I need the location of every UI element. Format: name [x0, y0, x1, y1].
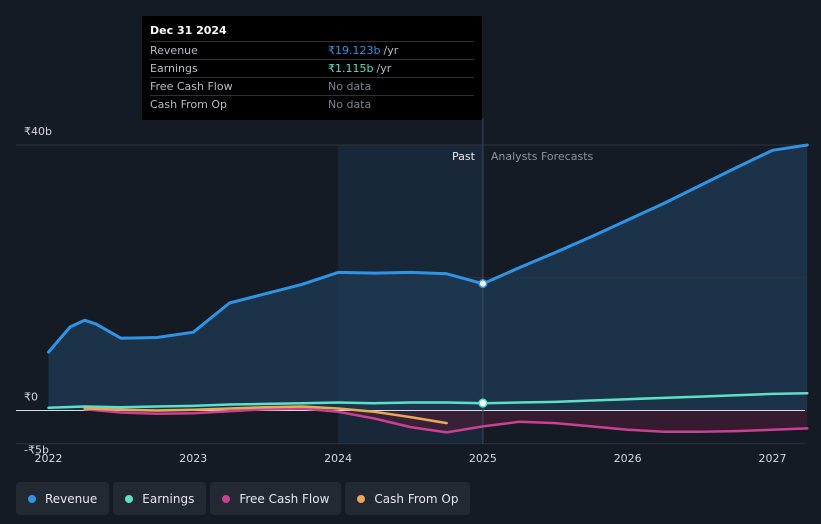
cash-from-op-line	[83, 405, 448, 425]
revenue-line	[47, 143, 809, 354]
legend-dot-icon	[357, 494, 366, 503]
tooltip-row-revenue: Revenue ₹19.123b /yr	[150, 41, 474, 59]
tooltip-label: Revenue	[150, 44, 198, 57]
legend-label: Revenue	[45, 491, 98, 506]
legend: Revenue Earnings Free Cash Flow Cash Fro…	[16, 482, 471, 515]
tooltip: Dec 31 2024 Revenue ₹19.123b /yr Earning…	[142, 16, 482, 120]
legend-dot-icon	[222, 494, 231, 503]
tooltip-value: No data	[328, 80, 372, 93]
x-tick-label: 2023	[179, 452, 207, 465]
past-label: Past	[452, 150, 476, 163]
forecast-label: Analysts Forecasts	[491, 150, 594, 163]
legend-item-earnings[interactable]: Earnings	[113, 482, 207, 515]
legend-label: Earnings	[142, 491, 195, 506]
tooltip-date: Dec 31 2024	[150, 24, 227, 37]
free-cash-flow-line	[83, 407, 809, 434]
x-tick-label: 2026	[614, 452, 642, 465]
tooltip-value: ₹1.115b	[328, 62, 374, 75]
free-cash-flow-area	[84, 410, 808, 433]
legend-item-cash-from-op[interactable]: Cash From Op	[345, 482, 471, 515]
legend-dot-icon	[125, 494, 134, 503]
x-tick-label: 2022	[35, 452, 63, 465]
tooltip-label: Cash From Op	[150, 98, 228, 111]
x-tick-label: 2027	[759, 452, 787, 465]
tooltip-label: Earnings	[150, 62, 198, 75]
y-tick-label: ₹0	[24, 391, 38, 404]
tooltip-row-cash-from-op: Cash From Op No data	[150, 95, 474, 113]
legend-label: Free Cash Flow	[239, 491, 330, 506]
tooltip-label: Free Cash Flow	[150, 80, 233, 93]
tooltip-value: ₹19.123b	[328, 44, 381, 57]
y-tick-label: ₹40b	[24, 125, 52, 138]
revenue-marker	[478, 279, 488, 289]
tooltip-unit: /yr	[376, 62, 392, 75]
legend-item-free-cash-flow[interactable]: Free Cash Flow	[210, 482, 342, 515]
tooltip-row-free-cash-flow: Free Cash Flow No data	[150, 77, 474, 95]
tooltip-row-earnings: Earnings ₹1.115b /yr	[150, 59, 474, 77]
legend-item-revenue[interactable]: Revenue	[16, 482, 110, 515]
tooltip-unit: /yr	[383, 44, 399, 57]
legend-label: Cash From Op	[374, 491, 459, 506]
legend-dot-icon	[28, 494, 36, 503]
x-tick-label: 2025	[469, 452, 497, 465]
tooltip-value: No data	[328, 98, 372, 111]
earnings-marker	[478, 398, 488, 408]
x-tick-label: 2024	[324, 452, 352, 465]
earnings-line	[47, 391, 809, 410]
y-tick-label: -₹5b	[24, 444, 49, 457]
